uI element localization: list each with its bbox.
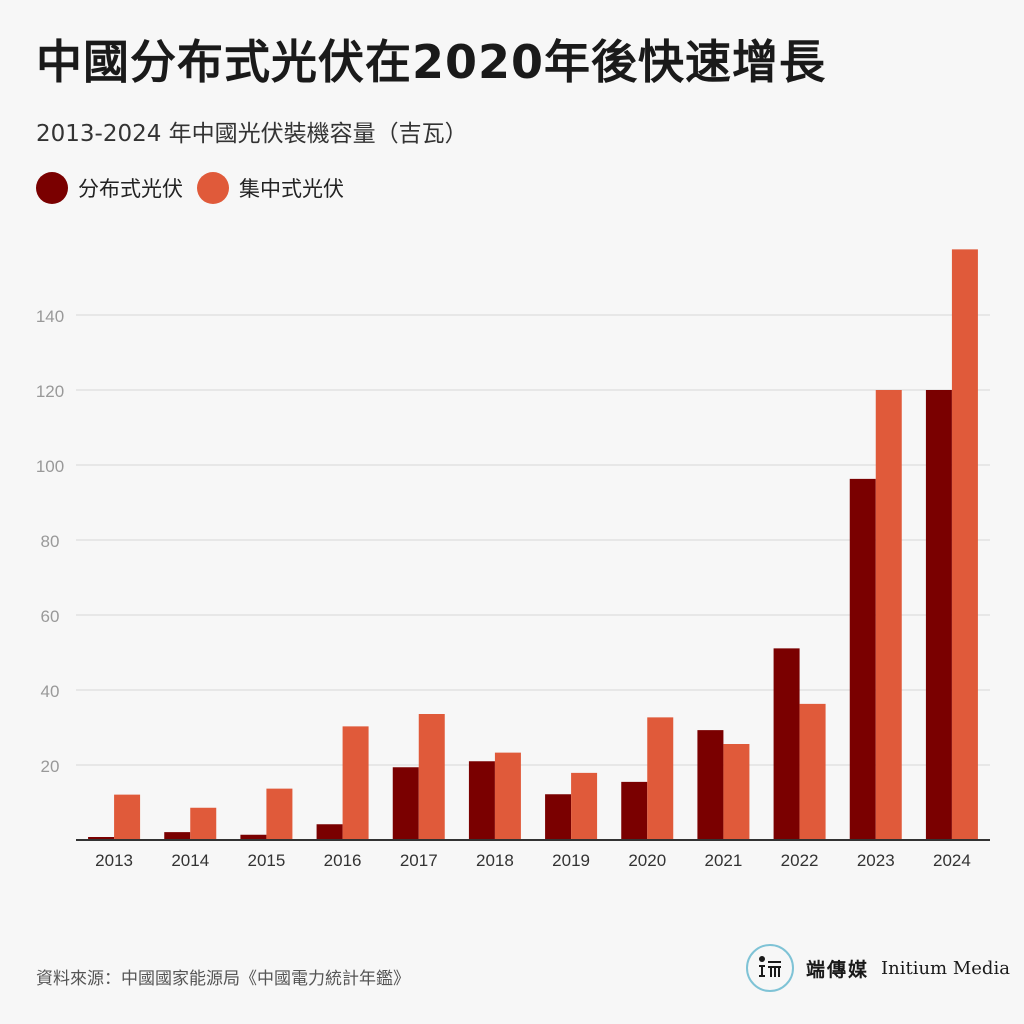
legend-label-centralized: 集中式光伏 (239, 177, 344, 201)
bar-distributed (316, 824, 343, 840)
y-tick-label: 60 (41, 607, 60, 626)
bar-distributed (621, 781, 648, 840)
bar-chart: 20 40 60 80 100 120 140 2013 2014 2015 2016 2017 201… (36, 249, 990, 870)
bar-centralized (875, 390, 902, 840)
bar-distributed (545, 794, 572, 840)
bar-distributed (773, 648, 800, 840)
bar-centralized (114, 794, 141, 840)
x-tick-label: 2019 (552, 851, 590, 870)
y-tick-label: 80 (41, 532, 60, 551)
bar-distributed (240, 834, 267, 840)
x-tick-label: 2016 (324, 851, 362, 870)
bar-centralized (571, 772, 598, 840)
bar-centralized (723, 744, 750, 840)
x-tick-label: 2014 (171, 851, 209, 870)
x-tick-label: 2018 (476, 851, 514, 870)
legend: 分布式光伏 集中式光伏 (36, 172, 344, 204)
bar-centralized (494, 752, 521, 840)
bar-centralized (418, 714, 445, 840)
brand-logo-icon (746, 944, 794, 992)
x-tick-label: 2021 (705, 851, 743, 870)
x-tick-label: 2023 (857, 851, 895, 870)
brand-english-name: Initium Media (881, 957, 1010, 979)
x-tick-label: 2015 (248, 851, 286, 870)
bar-centralized (266, 788, 293, 840)
bar-centralized (342, 726, 369, 840)
bar-distributed (392, 767, 419, 840)
y-tick-label: 40 (41, 682, 60, 701)
brand-name: 端傳媒 (806, 958, 870, 981)
bar-centralized (647, 717, 674, 840)
bar-centralized (951, 249, 978, 840)
bar-distributed (849, 478, 876, 840)
x-tick-label: 2024 (933, 851, 971, 870)
y-tick-label: 20 (41, 757, 60, 776)
legend-swatch-centralized (197, 172, 229, 204)
y-tick-label: 100 (36, 457, 64, 476)
x-tick-label: 2022 (781, 851, 819, 870)
chart-title: 中國分布式光伏在2020年後快速增長 (36, 35, 827, 89)
brand: 端傳媒 Initium Media (746, 944, 1010, 992)
bar-distributed (697, 730, 724, 840)
bar-distributed (925, 390, 952, 840)
chart-subtitle: 2013-2024 年中國光伏裝機容量（吉瓦） (36, 121, 468, 147)
bar-centralized (190, 807, 217, 840)
legend-swatch-distributed (36, 172, 68, 204)
legend-item-distributed: 分布式光伏 (36, 172, 183, 204)
bar-distributed (468, 761, 495, 840)
legend-item-centralized: 集中式光伏 (197, 172, 344, 204)
bar-distributed (88, 837, 115, 840)
legend-label-distributed: 分布式光伏 (78, 177, 183, 201)
bar-distributed (164, 832, 191, 840)
x-tick-label: 2020 (628, 851, 666, 870)
y-tick-label: 120 (36, 382, 64, 401)
x-tick-label: 2013 (95, 851, 133, 870)
source-note: 資料來源：中國國家能源局《中國電力統計年鑑》 (36, 969, 410, 989)
x-tick-label: 2017 (400, 851, 438, 870)
y-tick-label: 140 (36, 307, 64, 326)
bar-centralized (799, 703, 826, 840)
